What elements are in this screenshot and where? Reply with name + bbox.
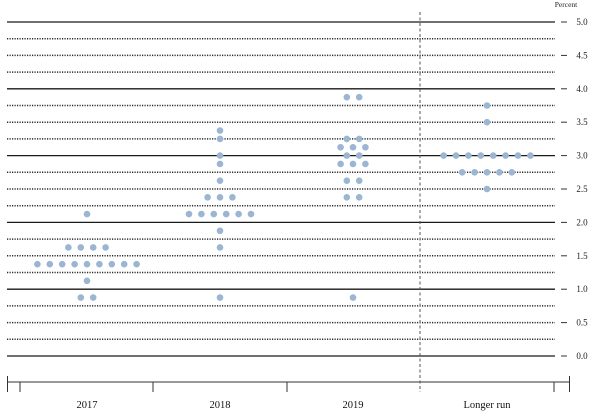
- dot-longer-run: [483, 118, 491, 126]
- dot-2018: [235, 210, 242, 218]
- x-axis: [7, 376, 570, 392]
- dot-2017: [120, 260, 128, 268]
- dot-2018: [210, 210, 218, 218]
- y-tick-label: 1.0: [576, 284, 588, 294]
- dot-2019: [337, 160, 344, 168]
- dot-2017: [83, 260, 91, 268]
- dot-longer-run: [477, 152, 485, 159]
- dot-2018: [216, 294, 224, 301]
- dot-2017: [58, 260, 66, 268]
- dot-longer-run: [458, 169, 466, 176]
- y-tick-label: 2.5: [576, 184, 588, 194]
- dot-2019: [349, 160, 357, 168]
- dot-2018: [229, 194, 236, 201]
- dot-2017: [34, 260, 41, 268]
- dot-longer-run: [483, 102, 491, 109]
- dot-2018: [216, 244, 224, 251]
- dot-2018: [216, 135, 224, 143]
- dot-2018: [216, 160, 224, 168]
- dots: [34, 93, 534, 301]
- dot-2017: [83, 210, 91, 218]
- dot-2018: [222, 210, 230, 218]
- dot-2019: [355, 177, 363, 184]
- dot-longer-run: [440, 152, 447, 159]
- dot-longer-run: [514, 152, 522, 159]
- dot-2019: [355, 135, 363, 143]
- dot-2017: [71, 260, 78, 268]
- dot-2018: [185, 210, 193, 218]
- dot-2018: [216, 127, 224, 134]
- x-tick-label: 2017: [77, 400, 98, 411]
- dot-2018: [247, 210, 255, 218]
- dot-2017: [77, 244, 85, 251]
- dot-2018: [216, 152, 224, 159]
- y-axis-label: Percent: [555, 0, 578, 9]
- dot-2019: [349, 294, 357, 301]
- dot-2019: [362, 143, 369, 151]
- dot-longer-run: [527, 152, 534, 159]
- y-tick-label: 4.0: [576, 84, 588, 94]
- dot-2017: [108, 260, 116, 268]
- dot-longer-run: [465, 152, 472, 159]
- dot-2019: [337, 143, 344, 151]
- dot-2017: [96, 260, 103, 268]
- dot-2019: [355, 194, 363, 201]
- y-tick-label: 2.0: [576, 217, 588, 227]
- dot-2017: [83, 277, 91, 285]
- dot-2017: [46, 260, 54, 268]
- dot-longer-run: [452, 152, 460, 159]
- x-tick-label: 2019: [343, 400, 364, 411]
- x-tick-label: Longer run: [464, 400, 512, 411]
- dot-longer-run: [508, 169, 516, 176]
- dot-longer-run: [502, 152, 509, 159]
- y-axis: 0.0 0.5 1.0 1.5 2.0 2.5 3.0 3.5 4.0 4.5 5.0: [561, 17, 588, 361]
- dot-longer-run: [483, 169, 491, 176]
- dot-2017: [133, 260, 140, 268]
- y-tick-label: 5.0: [576, 17, 588, 27]
- dot-longer-run: [489, 152, 497, 159]
- dot-2019: [355, 152, 363, 159]
- dot-longer-run: [496, 169, 503, 176]
- gridlines: [7, 21, 555, 357]
- dot-2019: [362, 160, 369, 168]
- y-tick-label: 1.5: [576, 251, 588, 261]
- y-tick-label: 3.0: [576, 151, 588, 161]
- dot-2019: [343, 152, 351, 159]
- y-tick-label: 0.5: [576, 318, 588, 328]
- dot-2019: [343, 177, 351, 184]
- dot-2019: [343, 135, 351, 143]
- dot-2018: [216, 194, 224, 201]
- dot-2017: [65, 244, 72, 251]
- dot-2019: [343, 93, 351, 101]
- dot-2018: [204, 194, 211, 201]
- y-tick-label: 0.0: [576, 351, 588, 361]
- dot-2017: [102, 244, 109, 251]
- dot-2017: [77, 294, 85, 301]
- x-tick-labels: 2017 2018 2019 Longer run: [77, 400, 512, 411]
- dot-2019: [343, 194, 351, 201]
- y-tick-label: 4.5: [576, 50, 588, 60]
- dot-2019: [349, 143, 357, 151]
- dot-2019: [355, 93, 363, 101]
- dot-2018: [216, 177, 224, 184]
- dot-2017: [89, 244, 97, 251]
- dot-longer-run: [483, 185, 491, 193]
- x-tick-label: 2018: [210, 400, 231, 411]
- dot-2018: [198, 210, 205, 218]
- dot-2018: [216, 227, 224, 235]
- dot-2017: [89, 294, 97, 301]
- dot-longer-run: [471, 169, 478, 176]
- y-tick-label: 3.5: [576, 117, 588, 127]
